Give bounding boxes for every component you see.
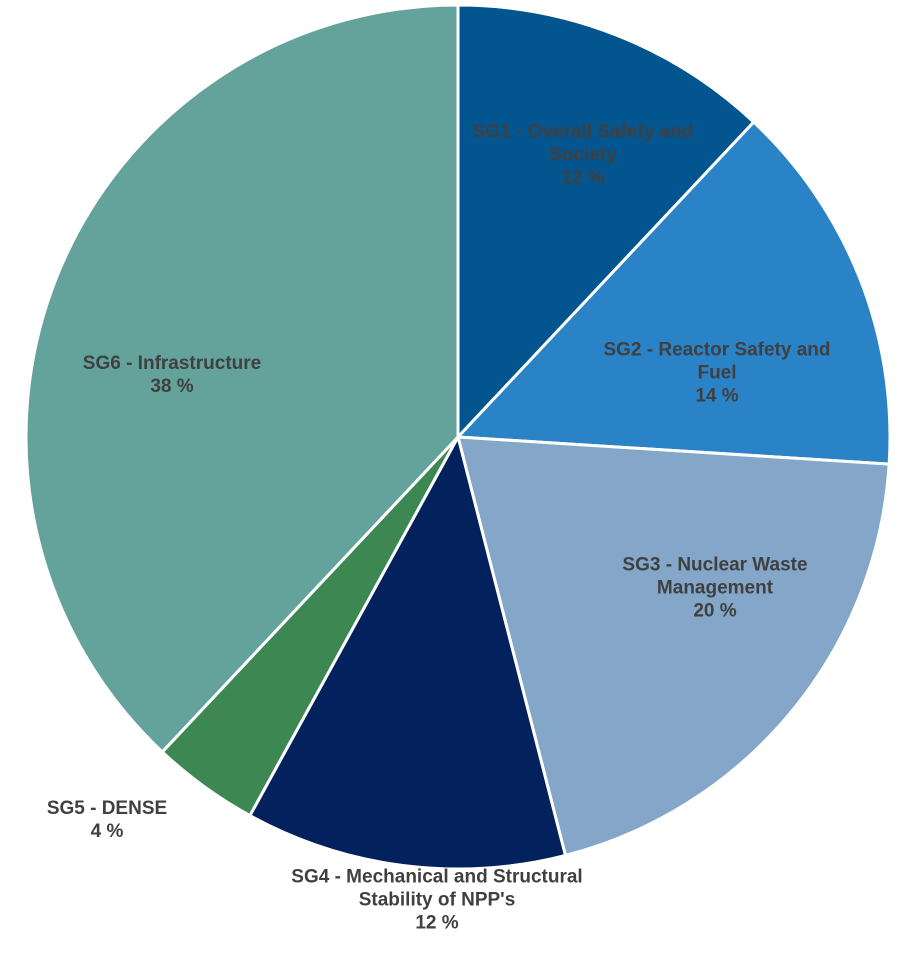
- pie-slice: [456, 3, 756, 441]
- value-label: 12 %: [415, 912, 459, 934]
- value-label: 4 %: [90, 821, 124, 842]
- slice-label: SG4 - Mechanical and Structural Stabilit…: [287, 866, 587, 935]
- category-label: SG5 - DENSE: [46, 798, 168, 819]
- value-label: 38 %: [150, 376, 194, 397]
- pie-slice: [456, 435, 891, 858]
- category-label: SG6 - Infrastructure: [82, 353, 262, 374]
- slice-label: SG1 - Overall Safety and Society 12 %: [463, 121, 703, 190]
- category-label: SG1 - Overall Safety and Society: [472, 121, 694, 166]
- value-label: 12 %: [561, 167, 605, 189]
- slice-label: SG5 - DENSE 4 %: [7, 797, 207, 843]
- value-label: 20 %: [693, 600, 737, 622]
- category-label: SG2 - Reactor Safety and Fuel: [603, 339, 831, 384]
- slice-label: SG6 - Infrastructure 38 %: [32, 352, 312, 398]
- slice-label: SG2 - Reactor Safety and Fuel 14 %: [592, 339, 842, 408]
- pie-slice: [247, 432, 568, 871]
- category-label: SG4 - Mechanical and Structural Stabilit…: [291, 866, 583, 911]
- pie-slice: [454, 119, 892, 466]
- category-label: SG3 - Nuclear Waste Management: [622, 554, 808, 599]
- pie-slice: [24, 3, 460, 755]
- slice-label: SG3 - Nuclear Waste Management 20 %: [580, 554, 850, 623]
- value-label: 14 %: [695, 385, 739, 407]
